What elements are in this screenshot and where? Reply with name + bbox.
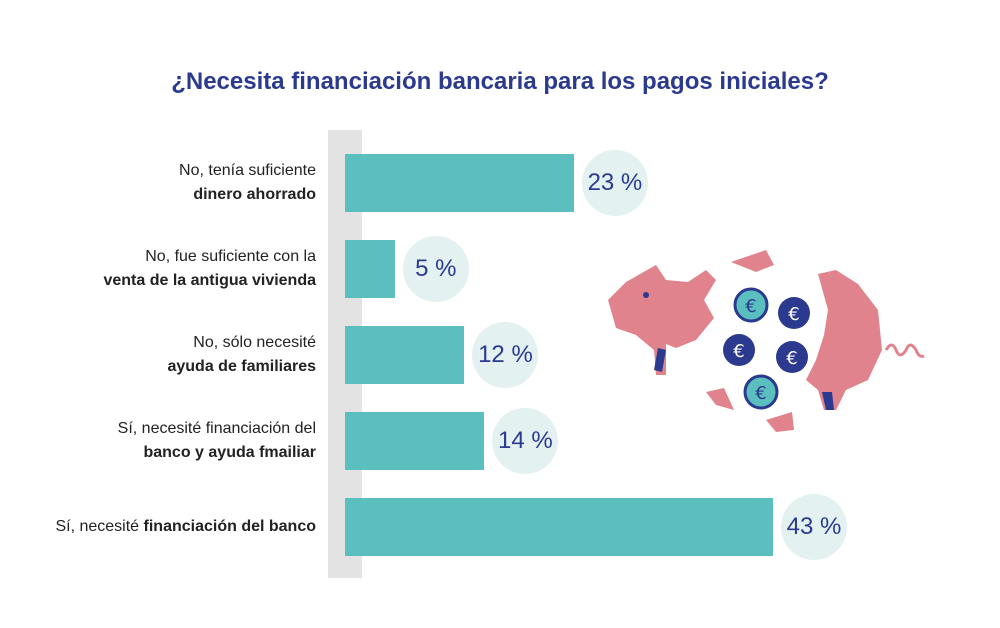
value-label-3: 14 %	[492, 408, 559, 474]
value-label-0: 23 %	[581, 150, 648, 216]
pig-bottom-shard-right	[766, 412, 794, 432]
pig-back-shard	[806, 270, 882, 410]
category-label-3: Sí, necesité financiación del banco y ayu…	[20, 417, 316, 465]
value-label-4: 43 %	[781, 494, 847, 560]
category-label-2: No, sólo necesité ayuda de familiares	[20, 331, 316, 379]
bar-4	[345, 498, 773, 556]
category-label-bold: ayuda de familiares	[167, 358, 316, 375]
category-label-bold: dinero ahorrado	[193, 186, 316, 203]
pig-head-shadow	[654, 348, 666, 372]
pig-eye	[643, 292, 649, 298]
category-label-normal: No, fue suficiente con la	[145, 248, 316, 265]
coin-group: € € € € €	[723, 287, 810, 410]
chart-title: ¿Necesita financiación bancaria para los…	[171, 68, 829, 95]
svg-text:€: €	[745, 296, 756, 317]
category-label-1: No, fue suficiente con la venta de la ant…	[20, 245, 316, 293]
category-label-4: Sí, necesité financiación del banco	[20, 515, 316, 539]
pig-head-shard	[608, 265, 716, 375]
pig-back-shadow	[822, 392, 834, 410]
bar-2	[345, 326, 465, 384]
category-label-normal: Sí, necesité	[55, 518, 140, 535]
category-label-normal: No, sólo necesité	[193, 334, 316, 351]
category-label-bold: venta de la antigua vivienda	[103, 272, 316, 289]
bar-1	[345, 240, 395, 298]
category-label-normal: No, tenía suficiente	[179, 162, 316, 179]
broken-piggy-bank-icon: € € € € €	[608, 250, 925, 432]
svg-text:€: €	[788, 304, 799, 325]
category-label-0: No, tenía suficiente dinero ahorrado	[20, 159, 316, 207]
bar-3	[345, 412, 485, 470]
value-label-1: 5 %	[402, 236, 469, 302]
svg-text:€: €	[733, 341, 744, 362]
svg-text:€: €	[755, 383, 766, 404]
pig-tail	[884, 343, 925, 358]
value-label-2: 12 %	[472, 322, 539, 388]
pig-top-shard	[731, 250, 774, 272]
category-label-bold: banco y ayuda fmailiar	[143, 444, 316, 461]
category-label-bold: financiación del banco	[143, 518, 316, 535]
bar-0	[345, 154, 574, 212]
category-label-normal: Sí, necesité financiación del	[117, 420, 316, 437]
svg-text:€: €	[786, 348, 797, 369]
pig-bottom-shard-left	[706, 388, 734, 410]
